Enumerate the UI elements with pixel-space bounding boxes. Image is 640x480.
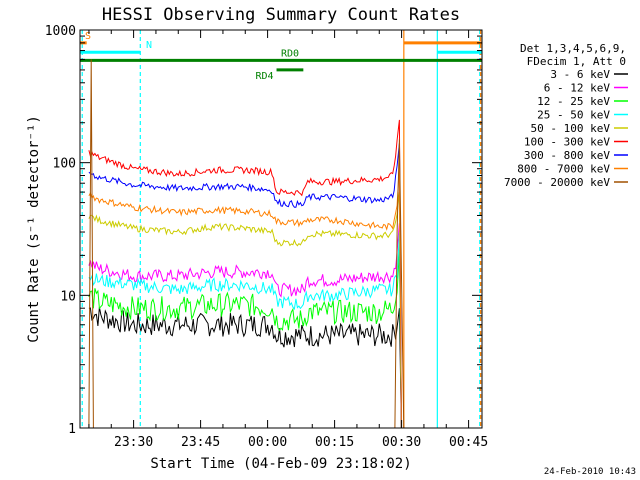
x-tick-label: 00:45 (449, 435, 488, 450)
legend-entry-label: 800 - 7000 keV (517, 163, 610, 176)
footer-date: 24-Feb-2010 10:43 (544, 467, 636, 477)
legend-header-line: Det 1,3,4,5,6,9, (520, 42, 626, 55)
plot-area: S N RD0 RD4 (80, 30, 482, 429)
y-tick-label: 100 (53, 157, 76, 172)
series-line-4 (88, 192, 402, 429)
series-line-6 (88, 143, 402, 429)
legend-entry-label: 100 - 300 keV (524, 136, 610, 149)
flag-label-rd0: RD0 (281, 48, 299, 59)
y-tick-label: 1 (68, 422, 76, 437)
flag-label-s: S (85, 31, 91, 42)
y-tick-label: 1000 (45, 24, 76, 39)
legend-entry-label: 300 - 800 keV (524, 149, 610, 162)
series-line-3 (88, 231, 402, 429)
legend-entry-label: 25 - 50 keV (537, 109, 610, 122)
y-tick-label: 10 (60, 289, 76, 304)
series-line-8 (88, 59, 405, 429)
series-line-1 (88, 223, 402, 429)
x-axis: 23:30 23:45 00:00 00:15 00:30 00:45 (88, 30, 488, 450)
x-tick-label: 00:30 (382, 435, 421, 450)
legend-header-line: FDecim 1, Att 0 (527, 55, 626, 68)
plot-frame (79, 29, 483, 429)
y-axis-label: Count Rate (s⁻¹ detector⁻¹) (26, 115, 42, 343)
x-tick-label: 23:45 (181, 435, 220, 450)
legend-entry-label: 7000 - 20000 keV (504, 176, 610, 189)
flag-label-n: N (146, 40, 152, 51)
series-line-5 (88, 119, 402, 429)
x-tick-label: 00:00 (248, 435, 287, 450)
y-axis: 1 10 100 1000 (45, 24, 482, 437)
x-axis-label: Start Time (04-Feb-09 23:18:02) (150, 456, 411, 472)
legend-entry-label: 6 - 12 keV (544, 82, 611, 95)
legend-entry-label: 12 - 25 keV (537, 95, 610, 108)
legend: Det 1,3,4,5,6,9,FDecim 1, Att 03 - 6 keV… (504, 42, 628, 189)
chart-title: HESSI Observing Summary Count Rates (102, 5, 460, 25)
flag-label-rd4: RD4 (255, 71, 273, 82)
x-tick-label: 00:15 (315, 435, 354, 450)
series-line-7 (88, 162, 402, 429)
legend-entry-label: 50 - 100 keV (531, 122, 611, 135)
x-tick-label: 23:30 (114, 435, 153, 450)
legend-entry-label: 3 - 6 keV (550, 68, 610, 81)
series-line-0 (88, 307, 402, 429)
series-line-2 (88, 249, 402, 429)
